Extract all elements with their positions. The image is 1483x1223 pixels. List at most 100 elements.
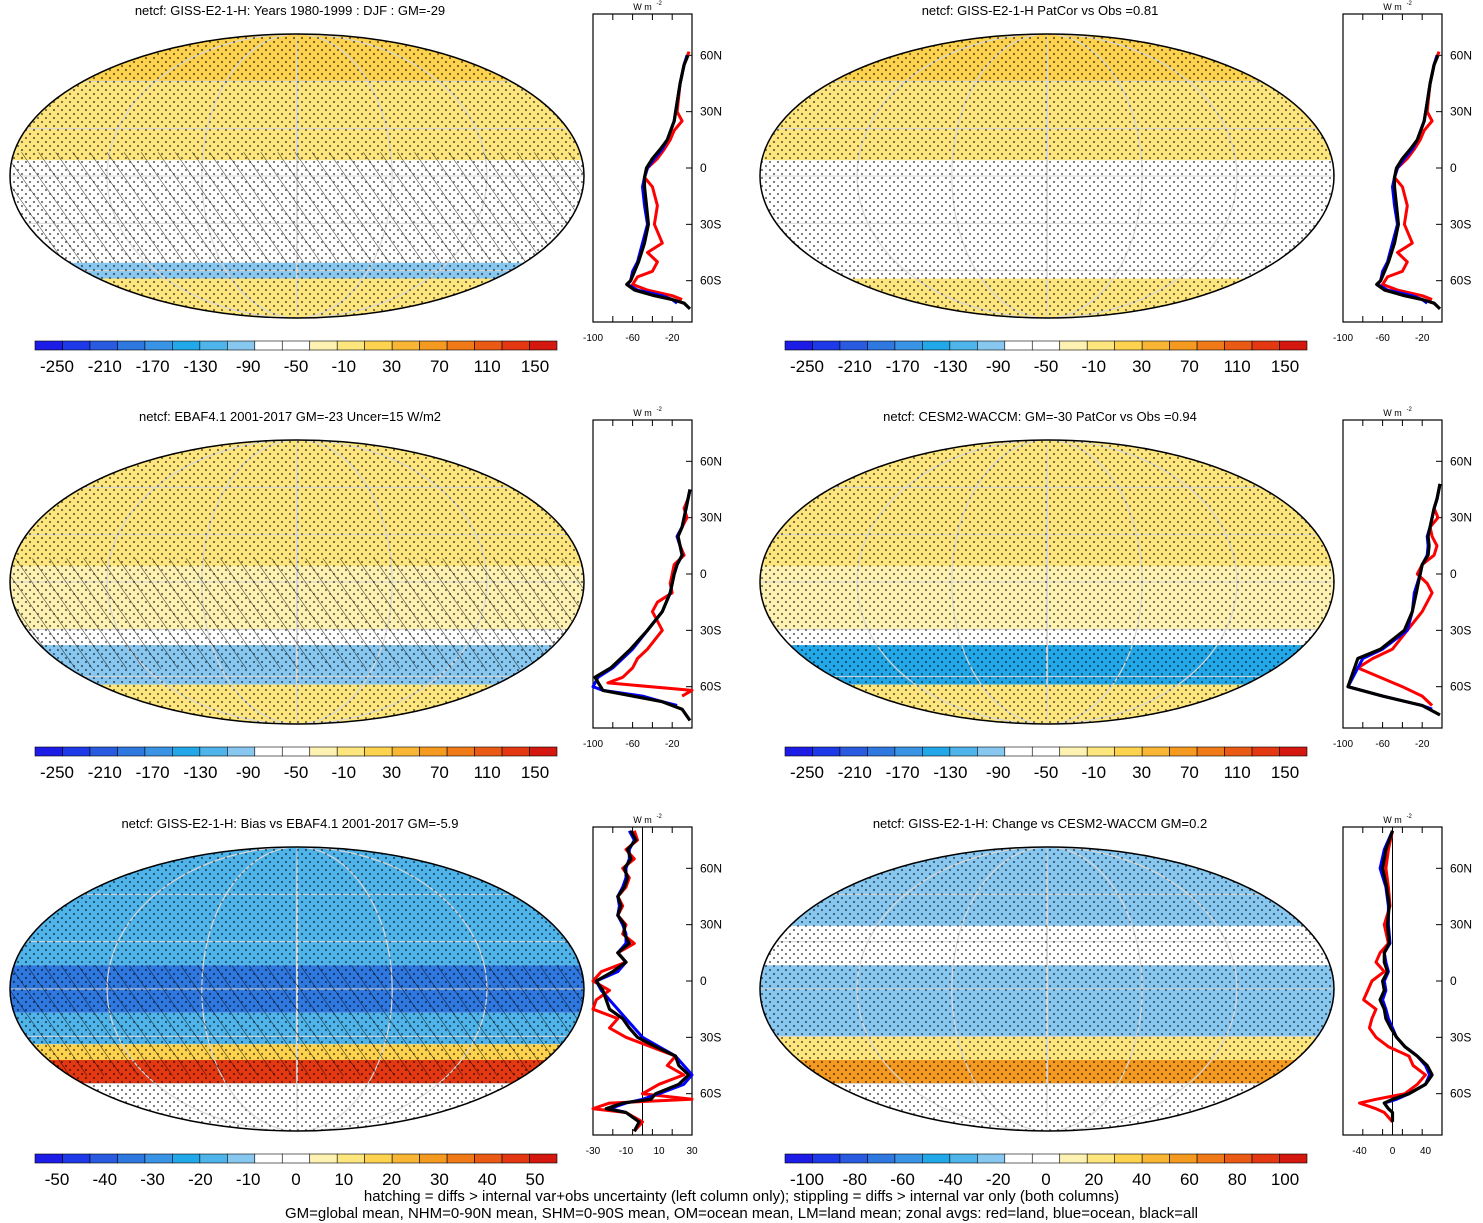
colorbar-tick-label: -250: [40, 357, 74, 376]
colorbar-swatch: [89, 746, 118, 757]
colorbar-swatch: [894, 746, 923, 757]
colorbar-swatch: [89, 340, 118, 351]
zonal-unit-label: W m: [633, 815, 652, 825]
colorbar-swatch: [977, 340, 1006, 351]
colorbar-swatch: [34, 1153, 63, 1164]
colorbar-tick-label: -250: [790, 357, 824, 376]
zonal-unit-exponent: -2: [1407, 814, 1413, 820]
zonal-x-tick-label: -20: [665, 739, 680, 750]
colorbar-swatch: [1114, 746, 1143, 757]
zonal-unit-label: W m: [1383, 815, 1402, 825]
colorbar-swatch: [172, 746, 201, 757]
colorbar-swatch: [1279, 746, 1308, 757]
zonal-x-tick-label: -100: [1333, 739, 1353, 750]
zonal-unit-exponent: -2: [1407, 1, 1413, 7]
colorbar-tick-label: -90: [236, 357, 261, 376]
zonal-x-tick-label: -100: [1333, 333, 1353, 344]
zonal-unit-exponent: -2: [1407, 407, 1413, 413]
map-outline: [759, 439, 1335, 725]
colorbar-swatch: [199, 340, 228, 351]
zonal-x-tick-label: 30: [686, 1146, 698, 1157]
zonal-lat-label: 0: [700, 974, 707, 988]
colorbar-tick-label: -90: [986, 763, 1011, 782]
colorbar-swatch: [62, 746, 91, 757]
zonal-plot: W m -2 -30 -10 10 30 60N 30N 0 30S 60S: [586, 814, 722, 1157]
zonal-x-tick-label: 0: [1390, 1146, 1396, 1157]
colorbar-swatch: [839, 1153, 868, 1164]
colorbar-swatch: [34, 746, 63, 757]
panel-title: netcf: GISS-E2-1-H: Bias vs EBAF4.1 2001…: [121, 816, 458, 831]
colorbar-swatch: [254, 340, 283, 351]
zonal-lat-label: 60S: [1450, 274, 1471, 288]
zonal-lat-label: 30S: [700, 623, 721, 637]
colorbar-swatch: [812, 340, 841, 351]
colorbar-swatch: [419, 746, 448, 757]
panel-title: netcf: CESM2-WACCM: GM=-30 PatCor vs Obs…: [883, 409, 1197, 424]
zonal-plot: W m -2 -100 -60 -20 60N 30N 0 30S 60S: [583, 1, 722, 344]
zonal-unit-exponent: -2: [657, 407, 663, 413]
colorbar-swatch: [1004, 1153, 1033, 1164]
colorbar-tick-label: -10: [332, 763, 357, 782]
zonal-series-all: [594, 830, 691, 1132]
zonal-unit-label: W m: [633, 2, 652, 12]
colorbar-tick-label: -40: [938, 1170, 963, 1189]
colorbar-tick-label: 20: [1084, 1170, 1103, 1189]
colorbar-swatch: [62, 1153, 91, 1164]
zonal-series-all: [1375, 54, 1442, 311]
zonal-lat-label: 60S: [1450, 680, 1471, 694]
map: [10, 847, 584, 1131]
colorbar-tick-label: -210: [88, 763, 122, 782]
zonal-unit-exponent: -2: [657, 814, 663, 820]
map-outline: [9, 439, 585, 725]
zonal-lat-label: 30S: [1450, 623, 1471, 637]
zonal-x-tick-label: -40: [1352, 1146, 1367, 1157]
colorbar-swatch: [529, 746, 558, 757]
colorbar-tick-label: 0: [291, 1170, 300, 1189]
colorbar-swatch: [1196, 1153, 1225, 1164]
colorbar-swatch: [1031, 340, 1061, 351]
zonal-unit-label: W m: [633, 408, 652, 418]
colorbar-tick-label: -130: [933, 763, 967, 782]
zonal-lat-label: 30N: [700, 511, 722, 525]
colorbar-tick-label: 70: [1180, 763, 1199, 782]
colorbar-swatch: [1251, 1153, 1280, 1164]
zonal-x-tick-label: -20: [1415, 333, 1430, 344]
colorbar-tick-label: -210: [838, 357, 872, 376]
colorbar-swatch: [1004, 746, 1033, 757]
zonal-lat-label: 30N: [700, 918, 722, 932]
colorbar-tick-label: -10: [332, 357, 357, 376]
zonal-x-tick-label: -60: [1375, 333, 1390, 344]
colorbar-swatch: [419, 1153, 448, 1164]
colorbar-swatch: [336, 746, 365, 757]
zonal-x-tick-label: -20: [1415, 739, 1430, 750]
zonal-x-tick-label: -20: [665, 333, 680, 344]
zonal-series-all: [625, 54, 692, 311]
zonal-lat-label: 60N: [1450, 48, 1472, 62]
colorbar-tick-label: 110: [474, 763, 501, 782]
colorbar-swatch: [501, 1153, 530, 1164]
colorbar-swatch: [977, 746, 1006, 757]
colorbar-tick-label: 150: [1271, 357, 1299, 376]
colorbar-tick-label: -90: [236, 763, 261, 782]
colorbar-tick-label: 150: [521, 763, 549, 782]
map: [10, 440, 584, 724]
zonal-lat-label: 30S: [700, 1030, 721, 1044]
colorbar-swatch: [1031, 1153, 1061, 1164]
colorbar-swatch: [364, 1153, 393, 1164]
colorbar-swatch: [1279, 340, 1308, 351]
colorbar-tick-label: -170: [136, 357, 170, 376]
colorbar-tick-label: -130: [183, 357, 217, 376]
colorbar-swatch: [1086, 746, 1115, 757]
zonal-lat-label: 0: [700, 161, 707, 175]
colorbar-swatch: [199, 1153, 228, 1164]
zonal-lat-label: 60S: [700, 1087, 721, 1101]
colorbar-swatch: [309, 1153, 338, 1164]
colorbar-swatch: [949, 1153, 978, 1164]
colorbar-swatch: [391, 746, 420, 757]
map-outline: [9, 846, 585, 1132]
colorbar-swatch: [529, 1153, 558, 1164]
colorbar-swatch: [364, 746, 393, 757]
zonal-x-tick-label: -10: [619, 1146, 634, 1157]
zonal-lat-label: 30N: [1450, 105, 1472, 119]
zonal-unit-exponent: -2: [657, 1, 663, 7]
